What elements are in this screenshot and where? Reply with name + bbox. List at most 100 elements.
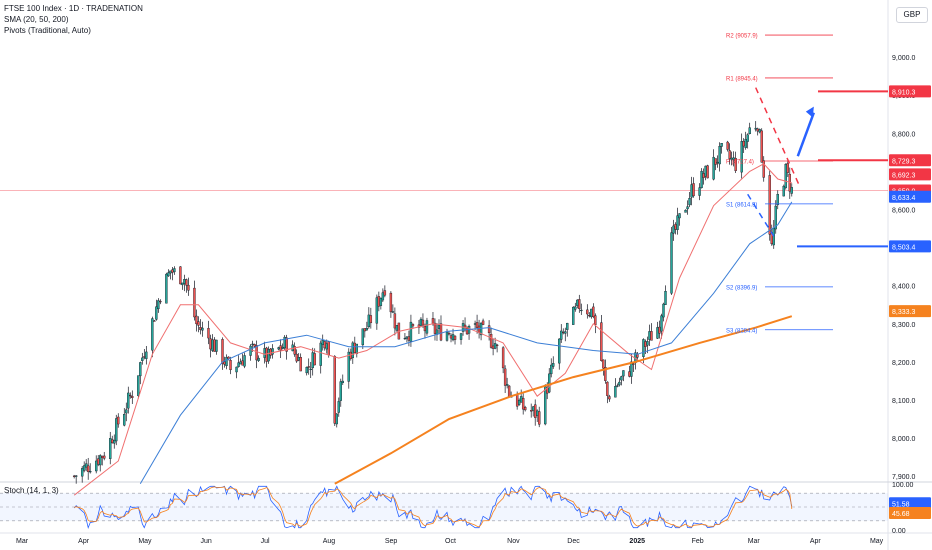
candle-body xyxy=(375,297,379,324)
x-tick-label: Mar xyxy=(748,538,761,545)
candle-body xyxy=(355,343,359,354)
candle-body xyxy=(758,129,761,133)
candle-body xyxy=(95,460,98,472)
candle-body xyxy=(389,292,393,313)
candle-body xyxy=(529,410,533,412)
price-axis-tag-label: 8,333.3 xyxy=(892,309,915,316)
candle-body xyxy=(97,458,100,465)
candle-body xyxy=(143,356,146,358)
candle-body xyxy=(263,348,266,358)
candle-body xyxy=(313,353,316,366)
candle-body xyxy=(656,327,659,339)
candle-body xyxy=(297,357,300,361)
x-tick-label: May xyxy=(138,538,152,545)
candle-body xyxy=(337,401,340,413)
candle-body xyxy=(269,348,272,356)
candle-body xyxy=(686,206,689,210)
candle-body xyxy=(377,296,381,307)
sma-20-line xyxy=(73,163,792,496)
candle-body xyxy=(550,364,553,375)
symbol-title[interactable]: FTSE 100 Index · 1D · TRADENATION xyxy=(4,4,143,13)
candle-body xyxy=(225,357,228,367)
candle-body xyxy=(251,343,254,345)
candle-body xyxy=(99,455,102,466)
candle-body xyxy=(493,343,497,349)
price-axis-tag-label: 8,692.3 xyxy=(892,172,915,179)
candle-body xyxy=(519,396,523,403)
candle-body xyxy=(193,287,196,318)
stoch-d-line xyxy=(74,486,793,528)
candle-body xyxy=(608,396,611,400)
candle-body xyxy=(159,300,162,303)
candle-body xyxy=(578,299,581,309)
candle-body xyxy=(139,362,142,377)
candle-body xyxy=(475,322,479,328)
candle-body xyxy=(632,363,635,365)
candle-body xyxy=(688,198,691,206)
pivot-label: S3 (8284.4) xyxy=(726,328,757,334)
candle-body xyxy=(515,394,519,407)
candle-body xyxy=(768,175,771,235)
candle-body xyxy=(141,357,144,361)
candle-body xyxy=(153,320,156,322)
candle-body xyxy=(347,351,350,382)
candle-body xyxy=(748,127,751,135)
candle-body xyxy=(459,333,463,340)
candle-body xyxy=(407,336,411,341)
candle-body xyxy=(588,315,591,317)
candle-body xyxy=(662,303,665,318)
y-tick-label: 8,300.0 xyxy=(892,322,915,329)
candle-body xyxy=(586,309,589,315)
candle-body xyxy=(660,315,663,332)
candle-body xyxy=(211,339,214,351)
candle-body xyxy=(592,306,595,317)
candle-body xyxy=(453,335,457,340)
candle-body xyxy=(323,341,326,349)
candle-body xyxy=(678,213,681,219)
candle-body xyxy=(790,187,793,194)
candle-body xyxy=(113,439,116,444)
candle-body xyxy=(479,322,483,336)
candle-body xyxy=(744,139,747,148)
sma-indicator-label[interactable]: SMA (20, 50, 200) xyxy=(4,15,69,24)
candle-body xyxy=(602,359,605,369)
candle-body xyxy=(672,225,675,234)
candle-body xyxy=(419,318,423,326)
candle-body xyxy=(195,315,198,325)
x-tick-label: Apr xyxy=(78,538,90,545)
price-axis-tag xyxy=(889,240,931,253)
candle-body xyxy=(648,331,651,340)
candle-body xyxy=(670,232,673,294)
y-tick-label: 8,400.0 xyxy=(892,284,915,291)
candle-body xyxy=(784,163,787,189)
candle-body xyxy=(517,400,521,405)
candle-body xyxy=(333,356,336,424)
candle-body xyxy=(86,465,90,472)
candle-body xyxy=(267,349,270,362)
currency-button[interactable]: GBP xyxy=(896,7,928,23)
candle-body xyxy=(740,141,743,173)
candle-body xyxy=(716,161,719,164)
price-axis-tag xyxy=(889,305,931,318)
candle-body xyxy=(762,160,765,178)
stoch-indicator-label[interactable]: Stoch (14, 1, 3) xyxy=(4,486,59,495)
candle-body xyxy=(538,411,541,425)
candle-body xyxy=(449,335,453,339)
candle-body xyxy=(335,413,338,425)
x-tick-label: Aug xyxy=(323,538,336,545)
candle-body xyxy=(574,306,577,310)
candle-body xyxy=(564,331,567,334)
candle-body xyxy=(620,376,623,381)
candle-body xyxy=(197,321,200,326)
pivot-label: S2 (8396.9) xyxy=(726,285,757,291)
candle-body xyxy=(646,341,649,346)
candle-body xyxy=(600,322,603,361)
candle-body xyxy=(183,279,186,284)
candle-body xyxy=(117,416,120,425)
pivots-indicator-label[interactable]: Pivots (Traditional, Auto) xyxy=(4,26,91,35)
candle-body xyxy=(521,398,525,410)
candle-body xyxy=(409,321,413,342)
candle-body xyxy=(505,384,509,386)
y-tick-label: 9,000.0 xyxy=(892,55,915,62)
